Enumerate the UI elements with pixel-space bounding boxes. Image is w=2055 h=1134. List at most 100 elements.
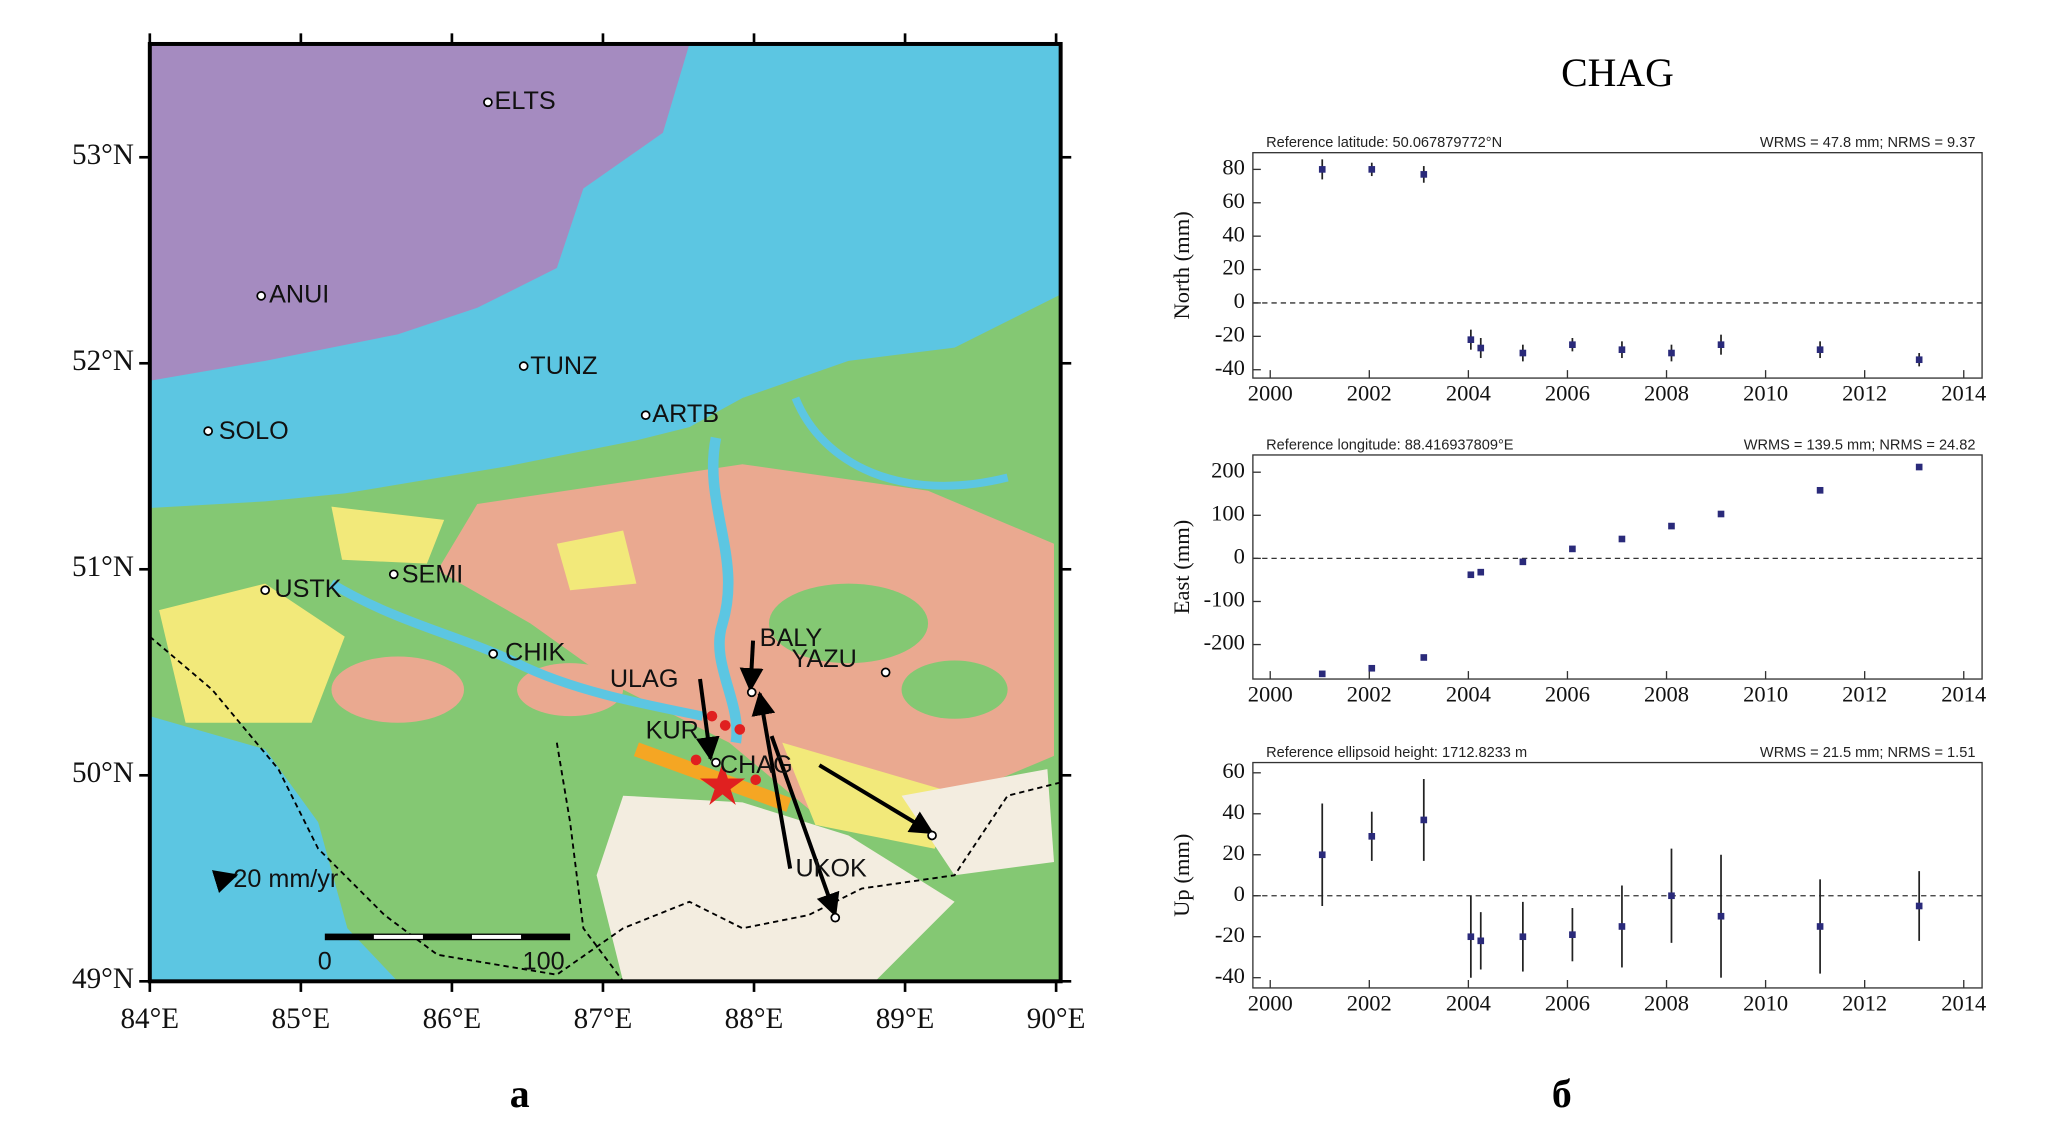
scale-bar-label: 100 [523, 947, 565, 975]
data-point [1467, 933, 1475, 941]
data-point [1668, 892, 1675, 900]
x-tick-label: 2006 [1545, 990, 1590, 1015]
data-point [1717, 912, 1725, 920]
data-point [1519, 933, 1527, 941]
station-label: KUR [646, 717, 699, 745]
data-point [1618, 346, 1626, 354]
y-tick-label: 20 [1222, 255, 1245, 280]
x-tick-label: 2008 [1644, 380, 1689, 405]
data-point [1519, 349, 1527, 357]
x-tick-label: 2010 [1743, 681, 1788, 706]
y-axis-label: Up (mm) [1169, 834, 1194, 917]
x-tick-label: 2004 [1446, 681, 1491, 706]
data-point [1318, 166, 1326, 173]
plot-frame [1252, 152, 1983, 379]
y-tick-label: -100 [1204, 587, 1245, 612]
x-tick-label: 2014 [1941, 380, 1986, 405]
y-axis-label: East (mm) [1169, 520, 1194, 614]
plot-frame [1252, 761, 1983, 989]
x-tick-label: 85°E [272, 1003, 331, 1035]
data-point [1915, 356, 1923, 364]
data-point [1467, 336, 1475, 343]
annotation: WRMS = 21.5 mm; NRMS = 1.51 [1760, 745, 1976, 761]
data-point [1816, 486, 1824, 494]
x-tick-label: 2012 [1842, 380, 1887, 405]
y-tick-label: 52°N [72, 345, 134, 377]
y-tick-label: 60 [1222, 758, 1245, 783]
station-label: ANUI [269, 281, 329, 309]
annotation: WRMS = 47.8 mm; NRMS = 9.37 [1760, 135, 1976, 151]
velocity-scale-label: 20 mm/yr [233, 865, 338, 893]
station-label: YAZU [792, 645, 857, 673]
x-tick-label: 2004 [1446, 990, 1491, 1015]
annotation: WRMS = 139.5 mm; NRMS = 24.82 [1744, 438, 1976, 454]
station-label: TUNZ [530, 352, 597, 380]
plot-frame [1252, 454, 1983, 680]
y-tick-label: 51°N [72, 551, 134, 583]
y-tick-label: 60 [1222, 188, 1245, 213]
data-point [1368, 833, 1376, 840]
x-tick-label: 2000 [1248, 681, 1293, 706]
station-label: ARTB [652, 400, 719, 428]
station-label: CHIK [505, 638, 565, 666]
x-tick-label: 2010 [1743, 380, 1788, 405]
y-tick-label: 40 [1222, 221, 1245, 246]
data-point [1420, 816, 1428, 824]
x-tick-label: 87°E [574, 1003, 633, 1035]
y-tick-label: 0 [1234, 881, 1245, 906]
data-point [1420, 654, 1428, 661]
annotation: Reference ellipsoid height: 1712.8233 m [1266, 745, 1527, 761]
y-tick-label: 200 [1211, 457, 1245, 482]
scale-bar-label: 0 [318, 947, 332, 975]
x-tick-label: 2006 [1545, 681, 1590, 706]
map-terrain [149, 43, 1061, 982]
y-tick-label: 40 [1222, 799, 1245, 824]
station-label: ELTS [495, 87, 556, 115]
data-point [1816, 346, 1824, 354]
y-tick-label: 53°N [72, 139, 134, 171]
data-point [1519, 558, 1527, 566]
x-tick-label: 2014 [1941, 990, 1986, 1015]
data-point [1420, 171, 1428, 178]
panel-label: б [1552, 1072, 1572, 1116]
x-tick-label: 2000 [1248, 380, 1293, 405]
y-tick-label: -40 [1215, 355, 1245, 380]
y-tick-label: 49°N [72, 963, 134, 995]
data-point [1368, 664, 1376, 672]
x-tick-label: 89°E [876, 1003, 935, 1035]
data-point [1915, 463, 1923, 471]
annotation: Reference latitude: 50.067879772°N [1266, 135, 1502, 151]
data-point [1467, 571, 1475, 579]
data-point [1668, 349, 1675, 357]
x-tick-label: 2012 [1842, 681, 1887, 706]
station-label: BALY [760, 624, 823, 652]
station-label: ULAG [610, 665, 679, 693]
x-tick-label: 2006 [1545, 380, 1590, 405]
map-frame [147, 41, 1063, 984]
data-point [1668, 522, 1675, 530]
x-tick-label: 2002 [1347, 380, 1392, 405]
x-tick-label: 86°E [423, 1003, 482, 1035]
x-tick-label: 2008 [1644, 681, 1689, 706]
y-tick-label: -20 [1215, 322, 1245, 347]
y-tick-label: -20 [1215, 922, 1245, 947]
y-tick-label: -200 [1204, 630, 1245, 655]
data-point [1816, 923, 1824, 930]
data-point [1717, 341, 1725, 348]
station-label: SOLO [219, 417, 289, 445]
x-tick-label: 2010 [1743, 990, 1788, 1015]
y-tick-label: 80 [1222, 155, 1245, 180]
annotation: Reference longitude: 88.416937809°E [1266, 438, 1514, 454]
x-tick-label: 2008 [1644, 990, 1689, 1015]
data-point [1569, 545, 1576, 553]
data-point [1318, 670, 1326, 678]
station-label: USTK [274, 575, 341, 603]
x-tick-label: 2002 [1347, 681, 1392, 706]
panel-label: а [510, 1072, 530, 1116]
data-point [1618, 535, 1626, 543]
x-tick-label: 84°E [120, 1003, 179, 1035]
data-point [1569, 341, 1576, 348]
x-tick-label: 88°E [725, 1003, 784, 1035]
y-tick-label: 0 [1234, 288, 1245, 313]
